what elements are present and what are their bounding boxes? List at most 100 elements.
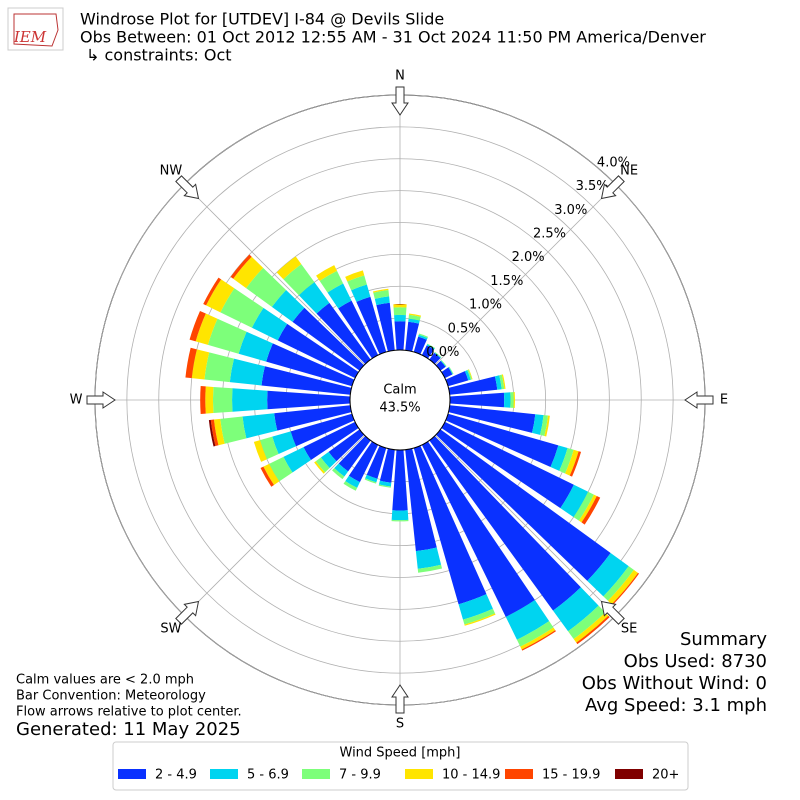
bar-segment [503,392,511,408]
bar-segment [332,468,345,480]
bar-segment [372,288,389,293]
r-tick-label: 0.0% [426,345,459,360]
bar-segment [408,318,420,324]
bar-segment [418,333,429,339]
bar-segment [415,547,442,569]
grid-ring [126,126,674,674]
bar-segment [232,388,268,412]
bar-segment [374,296,390,306]
compass-arrow [391,86,409,116]
bar-segment [435,360,446,371]
generated: Generated: 11 May 2025 [16,719,241,740]
bar-segment [578,494,597,523]
compass-arrow [600,175,625,200]
plot-area [94,94,706,706]
bar-segment [230,254,252,279]
bar-segment [347,275,367,291]
compass-arrow [391,684,409,714]
bar-segment [303,421,359,461]
bar-segment [441,367,453,379]
compass-label: W [70,393,83,408]
compass-label: NE [620,163,638,178]
bar-segment [260,466,274,487]
legend-label: 15 - 19.9 [542,768,600,783]
legend-frame [112,741,689,791]
grid-ring [190,190,610,610]
bar-segment [532,414,544,435]
bar-segment [204,352,234,383]
legend-swatch [210,769,238,779]
bar-segment [421,441,535,617]
bar-segment [195,313,218,345]
bar-segment [189,310,206,342]
bar-segment [212,386,233,414]
bar-segment [205,386,214,414]
compass-label: SW [160,622,181,637]
bar-segment [242,413,278,439]
bar-segment [573,491,594,521]
bar-segment [445,413,559,468]
bar-segment [429,435,581,611]
bar-segment [356,296,387,355]
calm-value: 43.5% [379,401,420,416]
bar-segment [345,270,365,282]
bar-segment [366,445,387,479]
bar-segment [373,290,390,299]
bar-segment [587,553,629,597]
compass-arrow [86,391,116,409]
bar-segment [427,343,436,349]
logo-frame [7,7,64,51]
bar-segment [238,331,273,362]
bar-segment [274,405,352,431]
bar-segment [345,475,360,488]
bar-segment [185,347,197,379]
bar-segment [283,264,315,296]
bar-segment [603,566,634,601]
summary: Obs Used: 8730 [624,651,767,672]
bar-segment [220,288,264,328]
bar-segment [553,587,599,632]
bar-segment [334,463,349,477]
bar-segment [405,448,437,552]
bar-segment [378,480,392,487]
bar-segment [611,572,640,606]
bar-segment [393,307,407,316]
bar-segment [292,307,365,371]
bar-segment [327,283,352,309]
compass-arrow [684,391,714,409]
summary: Summary [680,629,767,650]
bar-segment [272,431,297,455]
bar-segment [417,564,443,573]
bar-segment [261,366,352,395]
bar-segment [338,300,379,359]
bar-segment [392,449,408,511]
bar-segment [266,343,355,387]
bar-segment [434,351,442,358]
legend-swatch [405,769,433,779]
legend: 2 - 4.9 5 - 6.9 7 - 9.9 10 - 14.9 15 - 19.9 2… [118,768,679,783]
bar-segment [468,369,473,380]
bar-segment [315,457,330,473]
bar-segment [448,367,453,375]
r-tick-label: 2.0% [512,250,545,265]
bar-segment [464,370,471,381]
bar-segment [421,345,435,359]
bar-segment [365,474,378,483]
bar-segment [418,334,428,340]
bar-segment [441,359,447,367]
bar-segment [379,448,395,483]
calm-label: Calm [383,383,416,398]
bar-segment [267,390,351,410]
bar-segment [513,391,516,409]
bar-segment [448,376,498,395]
summary: Obs Without Wind: 0 [582,673,767,694]
bar-segment [569,451,582,477]
bar-segment [462,608,496,625]
bar-segment [435,429,611,581]
chart-subtitle: ↳ constraints: Oct [86,46,232,65]
bar-segment [394,321,406,351]
chart-title: Windrose Plot for [UTDEV] I-84 @ Devils … [80,10,444,29]
bar-segment [540,415,548,437]
r-tick-label: 2.5% [533,227,566,242]
bar-segment [408,313,422,317]
